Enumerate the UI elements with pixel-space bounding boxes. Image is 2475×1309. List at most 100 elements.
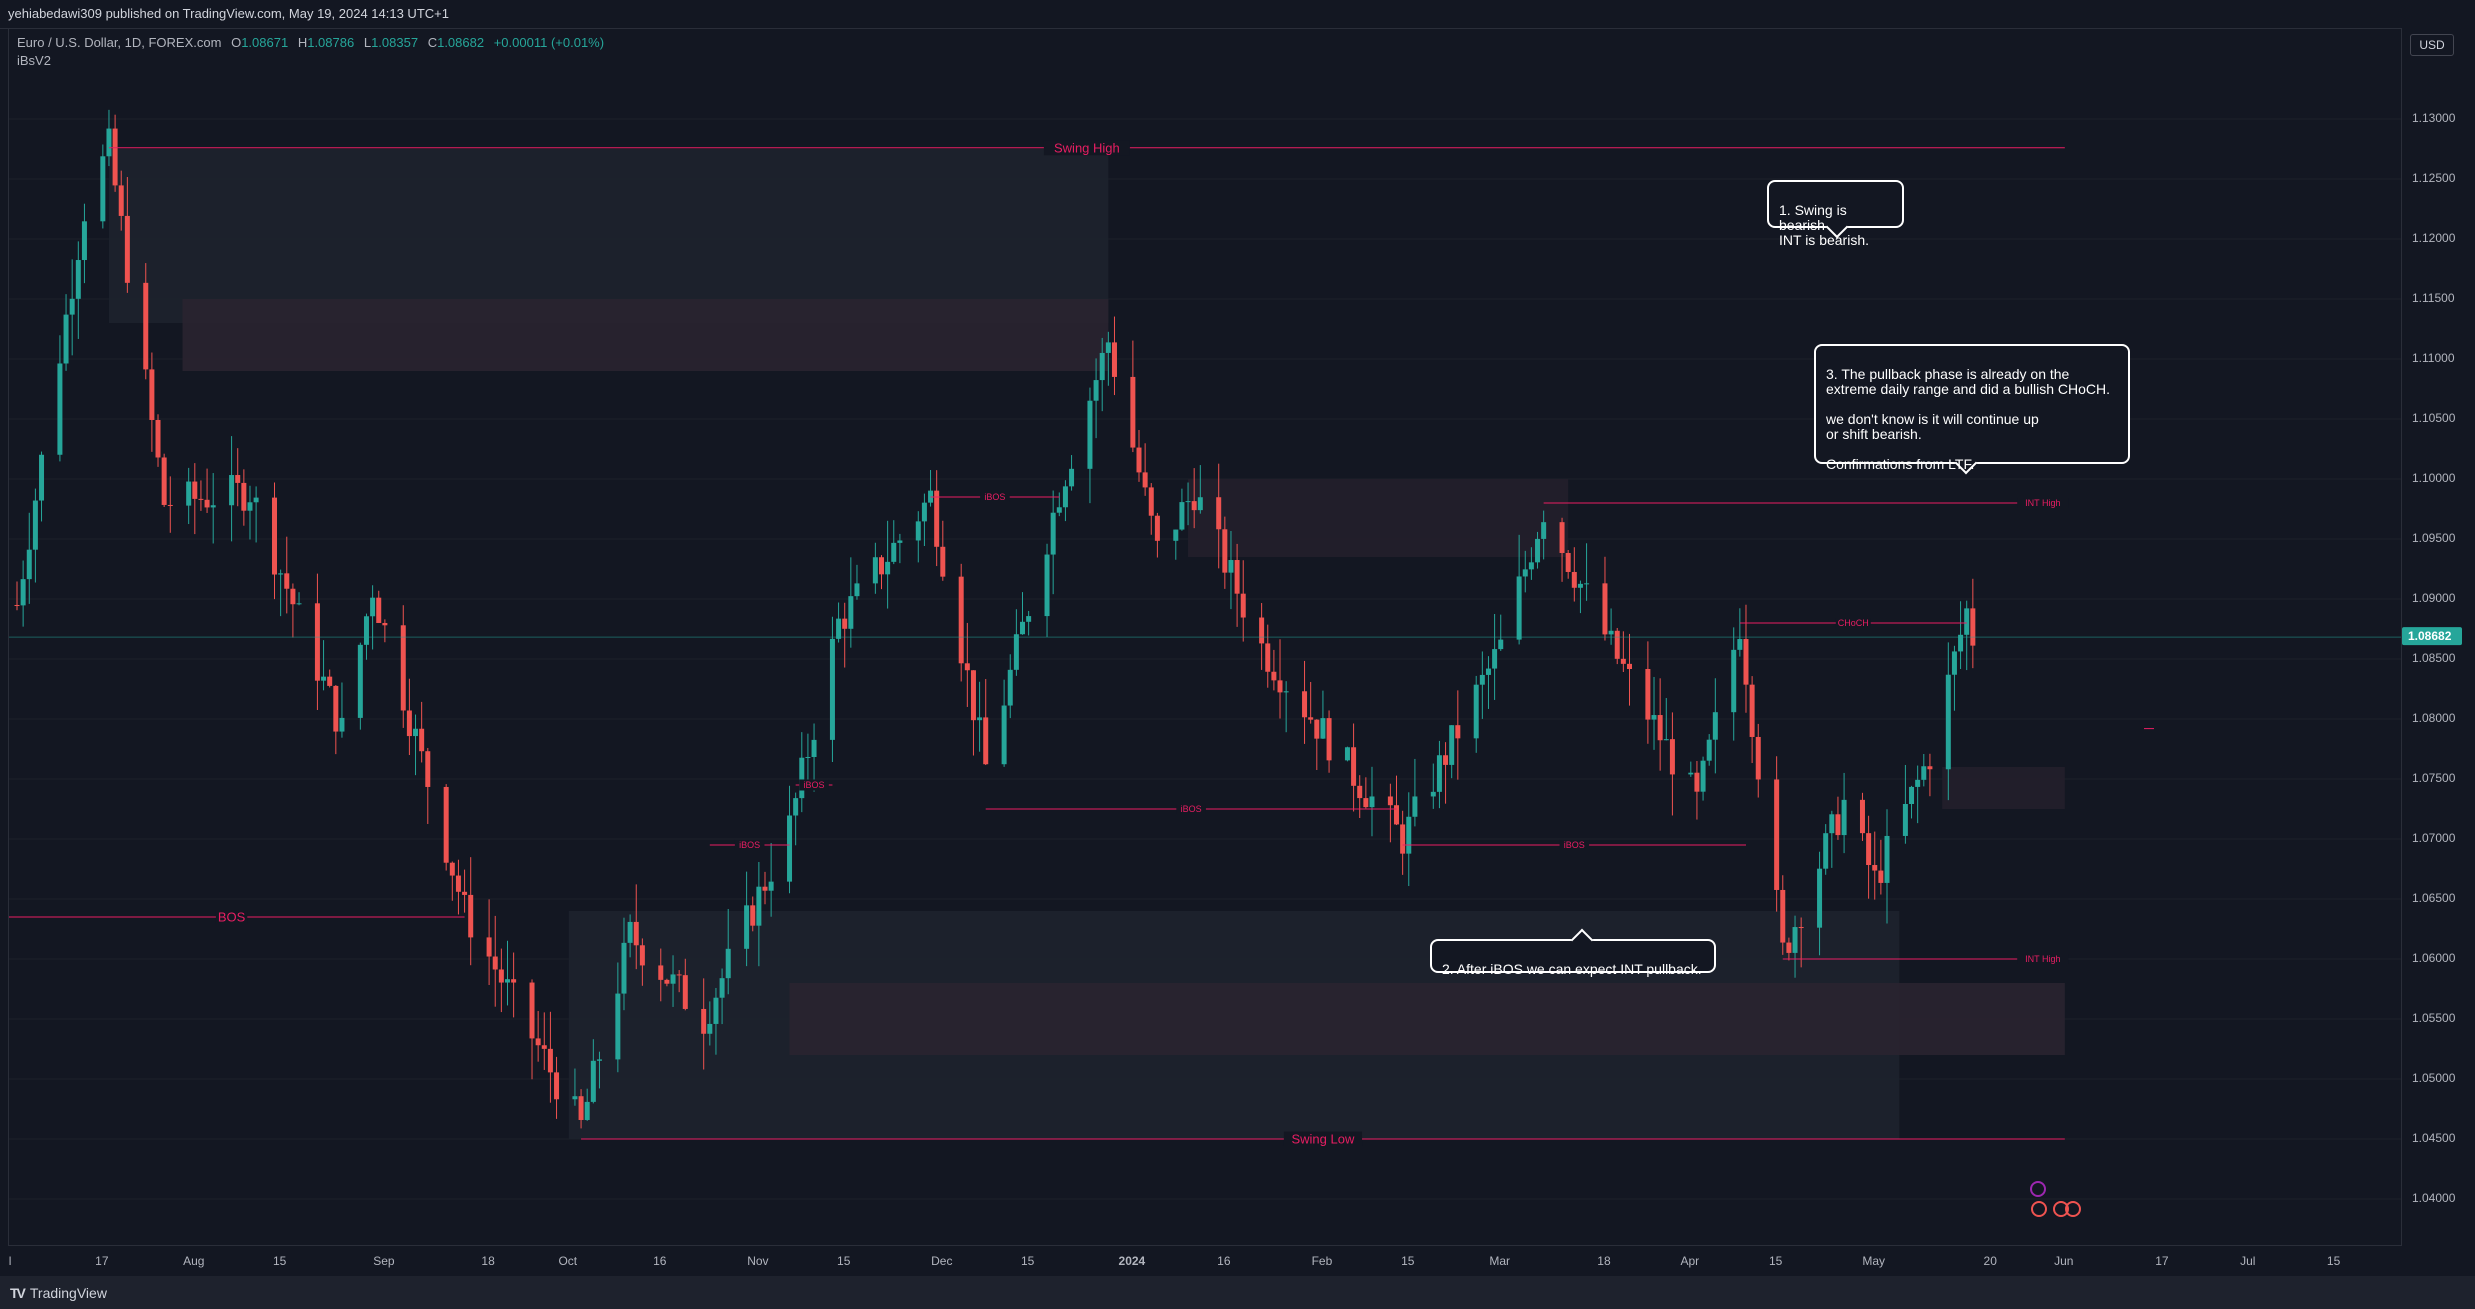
level-label-bg	[2017, 497, 2069, 509]
candle-body	[1013, 634, 1019, 670]
tradingview-logo[interactable]: TV TradingView	[10, 1285, 107, 1301]
candle-body	[1577, 583, 1583, 588]
candle-body	[541, 1045, 547, 1049]
indicator-label[interactable]: iBsV2	[17, 53, 51, 68]
price-axis[interactable]: 1.13000 1.12500 1.12000 1.11500 1.11000 1.105…	[2402, 28, 2475, 1246]
candle-body	[204, 499, 210, 508]
candle-body	[406, 710, 412, 737]
event-icon	[2053, 1201, 2069, 1217]
candle-body	[155, 419, 161, 458]
time-tick-label: Feb	[1312, 1254, 1333, 1268]
time-axis[interactable]: Jul 17 Aug 15 Sep 18 Oct 16 Nov 15 Dec 15 2024 16 Feb 1…	[0, 1246, 2402, 1276]
candle-body	[1443, 755, 1449, 765]
candle-body	[1056, 507, 1062, 513]
candle-body	[1688, 772, 1694, 775]
candle-body	[934, 490, 940, 547]
price-tick-label: 1.11500	[2412, 291, 2455, 305]
candle-body	[1602, 583, 1608, 635]
symbol-title[interactable]: Euro / U.S. Dollar, 1D, FOREX.com	[17, 35, 222, 50]
candle-body	[1479, 674, 1485, 685]
level-label-bg	[980, 491, 1010, 503]
level-label: iBOS	[739, 840, 760, 850]
candle-body	[1277, 680, 1283, 693]
level-label: CHoCH	[1838, 618, 1869, 628]
candle-body	[664, 979, 670, 984]
candle-body	[578, 1096, 584, 1120]
chart-pane[interactable]: Swing High Swing Low BOS iBOS iBOS iBOS iBOS iB…	[8, 28, 2402, 1246]
candle-body	[112, 128, 118, 186]
candle-body	[81, 221, 87, 261]
level-label-bg	[734, 839, 765, 851]
candle-body	[1473, 684, 1479, 739]
candle-body	[633, 921, 639, 946]
candle-body	[419, 728, 425, 752]
callout-ibos-pullback[interactable]: 2. After iBOS we can expect INT pullback…	[1430, 928, 1716, 977]
callout-1-text: 1. Swing is bearish INT is bearish.	[1779, 202, 1869, 248]
candle-body	[750, 905, 756, 926]
candle-body	[793, 798, 799, 816]
candle-body	[1271, 671, 1277, 681]
candle-body	[940, 546, 946, 577]
candle-body	[57, 363, 63, 455]
candle-body	[1829, 814, 1835, 834]
candle-body	[1111, 342, 1117, 377]
candle-body	[1001, 705, 1007, 765]
candle-body	[719, 978, 725, 998]
time-tick-label: 15	[1021, 1254, 1035, 1268]
candle-body	[1921, 766, 1927, 780]
callout-pullback-phase[interactable]: 3. The pullback phase is already on the …	[1814, 344, 2130, 475]
candle-body	[1265, 643, 1271, 672]
level-label-bg	[1835, 617, 1871, 629]
candle-body	[811, 739, 817, 758]
candle-body	[363, 616, 369, 645]
candle-body	[1197, 497, 1203, 511]
candle-body	[321, 676, 327, 681]
candle-body	[529, 982, 535, 1039]
candle-body	[32, 500, 38, 550]
level-label: iBOS	[1181, 804, 1202, 814]
price-tick-label: 1.05000	[2412, 1071, 2456, 1085]
candle-body	[1240, 593, 1246, 618]
candle-body	[1755, 736, 1761, 780]
candle-body	[1314, 719, 1320, 739]
candle-body	[1528, 562, 1534, 570]
candle-body	[149, 369, 155, 420]
candle-body	[511, 979, 517, 983]
candle-body	[1584, 583, 1590, 585]
candle-body	[1565, 552, 1571, 572]
candle-body	[314, 603, 320, 681]
candle-body	[1044, 554, 1050, 617]
candle-body	[921, 502, 927, 522]
candle-body	[20, 579, 26, 606]
candle-body	[1620, 658, 1626, 664]
candle-body	[983, 717, 989, 765]
candle-body	[1105, 342, 1111, 353]
time-tick-label: 16	[1217, 1254, 1231, 1268]
candle-body	[1927, 766, 1933, 770]
time-tick-label: 18	[1597, 1254, 1611, 1268]
candle-body	[1823, 833, 1829, 869]
price-tick-label: 1.12000	[2412, 231, 2456, 245]
chart-canvas[interactable]: Swing High Swing Low BOS iBOS iBOS iBOS iBOS iB…	[9, 29, 2402, 1246]
candle-body	[492, 956, 498, 970]
candle-body	[768, 881, 774, 891]
callout-swing-bearish[interactable]: 1. Swing is bearish INT is bearish.	[1767, 180, 1904, 248]
level-label: Swing High	[1054, 140, 1120, 155]
event-icon	[2030, 1181, 2046, 1197]
price-tick-label: 1.10500	[2412, 411, 2456, 425]
candle-body	[413, 728, 419, 737]
candle-body	[848, 596, 854, 629]
candle-body	[69, 298, 75, 315]
candle-body	[1859, 799, 1865, 834]
candle-body	[1694, 772, 1700, 792]
callout-3-text: 3. The pullback phase is already on the …	[1826, 366, 2111, 472]
candle-body	[1130, 376, 1136, 448]
currency-button[interactable]: USD	[2410, 34, 2454, 56]
candle-body	[1522, 569, 1528, 577]
candle-body	[186, 481, 192, 506]
candle-body	[1179, 502, 1185, 530]
candle-body	[235, 475, 241, 483]
candle-body	[756, 886, 762, 926]
candle-body	[296, 603, 302, 605]
candle-body	[1357, 785, 1363, 799]
